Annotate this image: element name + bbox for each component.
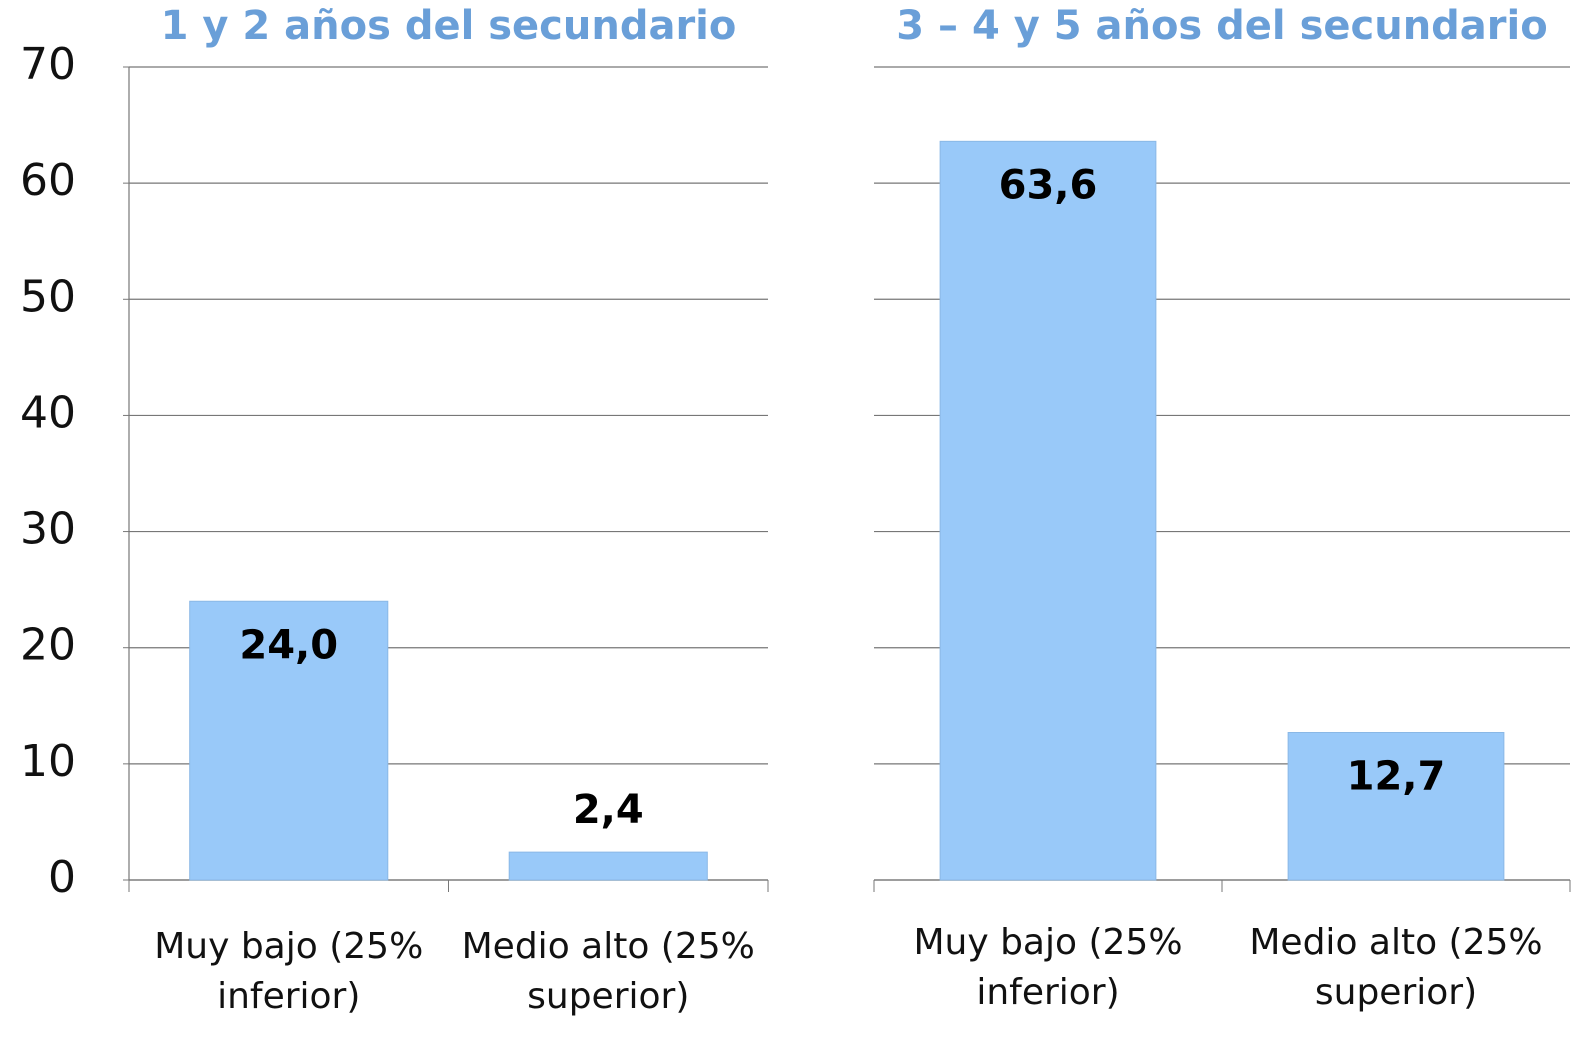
x-tick-label: Medio alto (25% superior) xyxy=(1249,922,1543,1013)
x-tick-label: Muy bajo (25% inferior) xyxy=(154,926,424,1017)
x-tick-label: Muy bajo (25% inferior) xyxy=(913,922,1183,1013)
bar xyxy=(189,600,389,881)
bar xyxy=(508,851,708,881)
chart-title: 3 – 4 y 5 años del secundario xyxy=(896,3,1547,49)
y-tick-label: 0 xyxy=(48,852,76,903)
value-label: 12,7 xyxy=(1347,753,1446,799)
y-tick-label: 40 xyxy=(20,387,76,438)
value-label: 63,6 xyxy=(999,162,1098,208)
bar xyxy=(1287,731,1505,881)
bar xyxy=(939,140,1157,881)
value-label: 2,4 xyxy=(573,787,644,833)
y-tick-label: 60 xyxy=(20,155,76,206)
y-tick-label: 50 xyxy=(20,271,76,322)
y-tick-label: 30 xyxy=(20,504,76,555)
y-tick-label: 20 xyxy=(20,620,76,671)
y-tick-label: 10 xyxy=(20,736,76,787)
x-tick-label: Medio alto (25% superior) xyxy=(461,926,755,1017)
y-tick-label: 70 xyxy=(20,39,76,90)
chart-title: 1 y 2 años del secundario xyxy=(161,3,737,49)
value-label: 24,0 xyxy=(239,622,338,668)
